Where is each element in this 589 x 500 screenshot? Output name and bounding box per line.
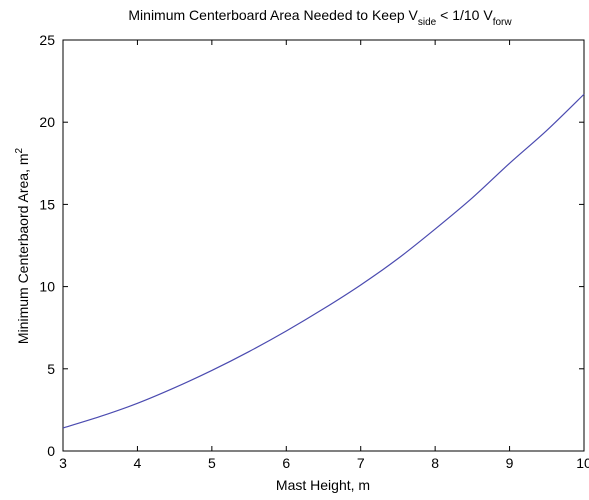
y-tick-label: 20 <box>39 114 55 130</box>
x-tick-label: 8 <box>431 455 439 471</box>
x-tick-label: 3 <box>59 455 67 471</box>
y-axis-label: Minimum Centerbaord Area, m2 <box>14 147 31 344</box>
chart-title-middle: < 1/10 V <box>436 7 493 23</box>
chart-title: Minimum Centerboard Area Needed to Keep … <box>128 7 512 28</box>
x-tick-label: 10 <box>576 455 589 471</box>
y-tick-label: 10 <box>39 279 55 295</box>
x-tick-label: 6 <box>282 455 290 471</box>
y-tick-label: 5 <box>47 361 55 377</box>
y-tick-label: 25 <box>39 32 55 48</box>
x-tick-label: 7 <box>357 455 365 471</box>
y-axis-label-main: Minimum Centerbaord Area, m <box>15 153 31 344</box>
x-tick-label: 4 <box>134 455 142 471</box>
y-tick-label: 0 <box>47 443 55 459</box>
chart-title-main: Minimum Centerboard Area Needed to Keep … <box>128 7 418 23</box>
x-tick-label: 9 <box>506 455 514 471</box>
x-tick-label: 5 <box>208 455 216 471</box>
x-axis-ticks: 3 4 5 6 7 8 9 10 <box>59 40 589 471</box>
y-tick-label: 15 <box>39 196 55 212</box>
y-axis-label-superscript: 2 <box>14 147 25 153</box>
chart-title-sub-forw: forw <box>493 17 513 28</box>
x-axis-label: Mast Height, m <box>276 477 370 493</box>
y-axis-ticks: 0 5 10 15 20 25 <box>39 32 584 459</box>
plot-area <box>62 39 585 452</box>
series-line <box>62 93 585 429</box>
chart-title-sub-side: side <box>418 17 437 28</box>
